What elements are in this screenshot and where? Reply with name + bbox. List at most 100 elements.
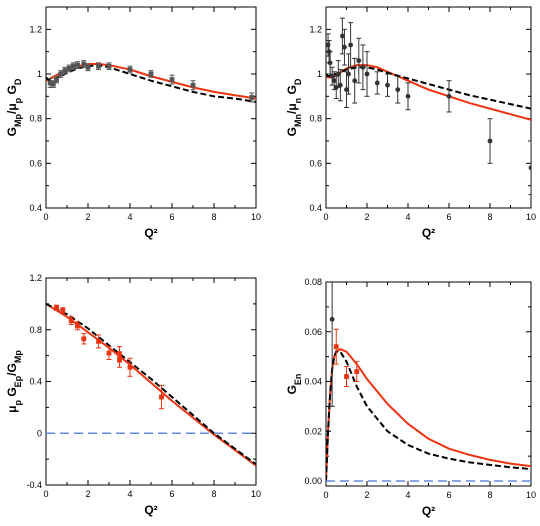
x-tick-label: 6 [446,212,451,222]
model-curve-dashed [326,66,531,110]
x-tick-label: 8 [211,489,216,499]
y-tick-label: 1 [317,69,322,79]
label-part: G [285,85,299,98]
data-point [54,305,59,311]
data-point [117,357,122,362]
x-tick-label: 10 [526,212,536,222]
label-part: μ [5,406,19,413]
data-point [249,95,255,100]
x-tick-label: 2 [85,212,90,222]
y-tick-label: 1.2 [29,24,42,34]
label-part: /G [5,363,19,376]
label-subscript: Mn [293,114,303,127]
panel-gen: 0 2 4 6 8 10 0.00 0.02 0.04 0.06 0.08 Q² GEn [285,277,536,518]
data-point [190,82,196,88]
plot-frame [325,281,532,487]
y-tick-label: 1.2 [309,24,322,34]
x-tick-label: 8 [487,212,492,222]
data-point [106,63,112,69]
x-tick-label: 8 [487,490,492,500]
label-part: Q² [144,226,157,240]
label-part: G [5,85,19,98]
data-point [344,87,349,93]
model-curve-solid [46,303,256,467]
model-curve-dashed [46,302,256,466]
data-point [62,68,68,74]
label-subscript: D [293,78,303,85]
y-axis-label: GMn/μn GD [285,78,303,136]
x-tick-label: 2 [364,212,369,222]
y-tick-label: 0.02 [304,426,322,436]
y-tick-label: 0.6 [29,158,42,168]
x-tick-label: 10 [251,489,261,499]
y-tick-label: 1 [37,69,42,79]
label-part: G [5,127,19,136]
data-point [327,60,333,66]
data-point [528,165,531,171]
x-tick-label: 4 [405,212,410,222]
model-curve-solid [46,62,256,100]
data-point [446,93,452,99]
y-tick-label: 0.4 [309,203,322,213]
label-part: G [285,127,299,136]
data-point [66,66,72,71]
data-point [169,77,175,82]
x-axis-label: Q² [144,503,157,517]
x-tick-label: 0 [43,489,48,499]
y-tick-label: 0.8 [29,325,42,335]
y-tick-label: 0.8 [309,114,322,124]
label-subscript: Mp [13,350,23,363]
label-subscript: En [293,374,303,386]
data-point [127,364,133,370]
x-axis-label: Q² [144,226,157,240]
y-tick-label: 0.6 [309,158,322,168]
x-tick-label: 4 [405,490,410,500]
data-point [81,61,87,67]
data-point [364,71,370,77]
data-point [50,81,56,87]
data-point [70,63,76,69]
x-tick-label: 6 [446,490,451,500]
label-part: /μ [285,103,299,114]
x-tick-label: 6 [169,212,174,222]
label-part: Q² [422,504,435,518]
data-point [342,44,347,50]
y-axis-label: μp GEp/GMp [5,350,23,413]
x-tick-label: 8 [211,212,216,222]
data-point [68,318,74,324]
data-point [331,78,337,84]
data-point [106,350,112,356]
label-subscript: Mp [13,114,23,127]
data-point [348,42,353,48]
data-point [356,58,362,63]
label-subscript: n [293,98,303,104]
plot-frame [325,6,532,209]
data-point [405,93,411,99]
y-tick-label: 0.8 [29,114,42,124]
data-point [329,73,335,79]
data-point [148,71,154,77]
x-axis-label: Q² [422,226,435,240]
y-axis-label: GMp/μp GD [5,78,23,136]
data-point [81,336,87,342]
data-point [395,87,401,93]
label-subscript: D [13,78,23,85]
model-curve-dashed [326,350,531,482]
y-tick-label: 0.00 [304,476,322,486]
x-tick-label: 4 [127,212,132,222]
data-point [340,33,345,39]
y-tick-label: 1.2 [29,273,42,283]
data-point [329,316,335,322]
y-tick-label: -0.4 [26,480,42,490]
x-tick-label: 0 [323,490,328,500]
y-axis-label: GEn [285,374,303,395]
label-subscript: p [13,400,23,406]
data-point [47,80,53,86]
label-part: /μ [5,103,19,114]
data-point [352,78,358,84]
data-point [75,62,80,68]
data-point [58,71,64,77]
